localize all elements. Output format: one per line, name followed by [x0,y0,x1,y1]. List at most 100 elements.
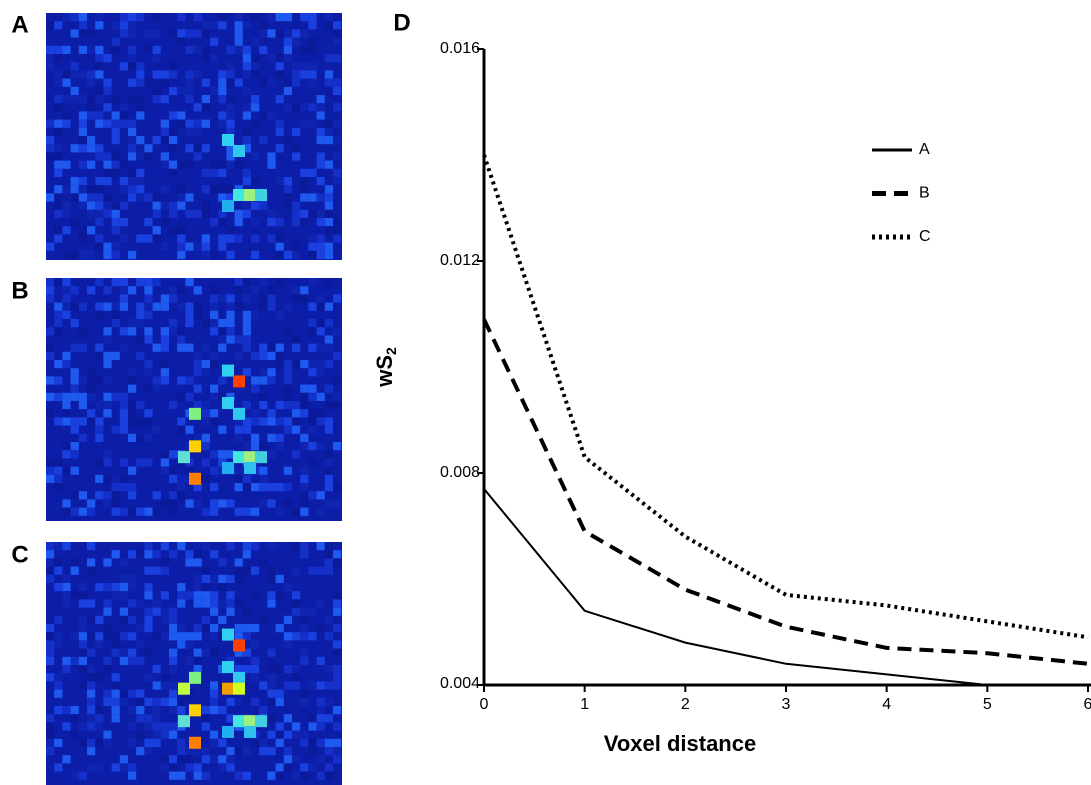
heatmap-cell [95,242,104,251]
heatmap-cell [119,574,128,583]
heatmap-cell [251,13,260,22]
heatmap-cell [128,185,137,194]
heatmap-cell [128,550,137,559]
heatmap-cell [177,591,186,600]
heatmap-hotspot [222,134,234,146]
heatmap-cell [177,425,186,434]
heatmap-cell [333,234,342,243]
heatmap-cell [316,722,325,731]
heatmap-cell [95,152,104,161]
heatmap-cell [308,417,317,426]
heatmap-cell [46,730,55,739]
heatmap-cell [128,722,137,731]
heatmap-cell [292,591,301,600]
heatmap-cell [259,401,268,410]
heatmap-cell [54,302,63,311]
heatmap-cell [144,542,153,551]
heatmap-cell [300,656,309,665]
heatmap-cell [152,278,161,287]
heatmap-cell [275,722,284,731]
heatmap-cell [218,499,227,508]
heatmap-cell [152,13,161,22]
heatmap-cell [46,566,55,575]
heatmap-cell [177,193,186,202]
heatmap-cell [226,160,235,169]
heatmap-cell [119,111,128,120]
heatmap-cell [267,351,276,360]
heatmap-cell [177,86,186,95]
heatmap-cell [144,234,153,243]
heatmap-cell [251,201,260,210]
heatmap-cell [333,29,342,38]
heatmap-cell [95,376,104,385]
heatmap-cell [95,111,104,120]
heatmap-cell [46,392,55,401]
heatmap-cell [201,185,210,194]
heatmap-cell [78,599,87,608]
heatmap-cell [316,152,325,161]
heatmap-cell [103,697,112,706]
heatmap-cell [128,599,137,608]
heatmap-cell [87,78,96,87]
heatmap-cell [103,193,112,202]
heatmap-cell [333,226,342,235]
y-tick-label: 0.016 [440,40,480,57]
heatmap-cell [103,632,112,641]
heatmap-cell [210,624,219,633]
heatmap-cell [78,193,87,202]
heatmap-cell [144,310,153,319]
heatmap-cell [185,632,194,641]
heatmap-cell [87,376,96,385]
heatmap-cell [193,632,202,641]
heatmap-cell [308,78,317,87]
heatmap-cell [87,665,96,674]
heatmap-hotspot [233,407,245,420]
heatmap-hotspot [222,682,234,695]
heatmap-cell [316,136,325,145]
heatmap-cell [308,37,317,46]
heatmap-cell [259,466,268,475]
heatmap-cell [185,310,194,319]
heatmap-cell [169,648,178,657]
heatmap-cell [46,624,55,633]
heatmap-cell [267,591,276,600]
heatmap-cell [136,599,145,608]
heatmap-cell [62,417,71,426]
heatmap-cell [218,160,227,169]
heatmap-cell [136,103,145,112]
heatmap-cell [144,583,153,592]
heatmap-cell [78,144,87,153]
heatmap-cell [160,78,169,87]
heatmap-cell [78,29,87,38]
heatmap-cell [275,62,284,71]
heatmap-cell [144,648,153,657]
heatmap-cell [95,45,104,54]
heatmap-cell [87,45,96,54]
heatmap-cell [308,242,317,251]
heatmap-cell [275,483,284,492]
heatmap-cell [119,278,128,287]
heatmap-cell [259,392,268,401]
heatmap-cell [275,689,284,698]
heatmap-cell [111,550,120,559]
heatmap-cell [160,591,169,600]
heatmap-cell [185,127,194,136]
heatmap-cell [119,234,128,243]
heatmap-cell [193,209,202,218]
heatmap-cell [193,558,202,567]
heatmap-cell [128,771,137,780]
heatmap-cell [275,507,284,516]
heatmap-cell [275,442,284,451]
heatmap-cell [87,226,96,235]
heatmap-cell [308,70,317,79]
heatmap-cell [160,160,169,169]
heatmap-cell [242,507,251,516]
heatmap-cell [300,499,309,508]
heatmap-cell [46,136,55,145]
heatmap-cell [160,615,169,624]
y-tick-label: 0.012 [440,252,480,269]
heatmap-cell [111,37,120,46]
heatmap-cell [103,360,112,369]
heatmap-cell [251,591,260,600]
panel-label: C [11,541,28,568]
